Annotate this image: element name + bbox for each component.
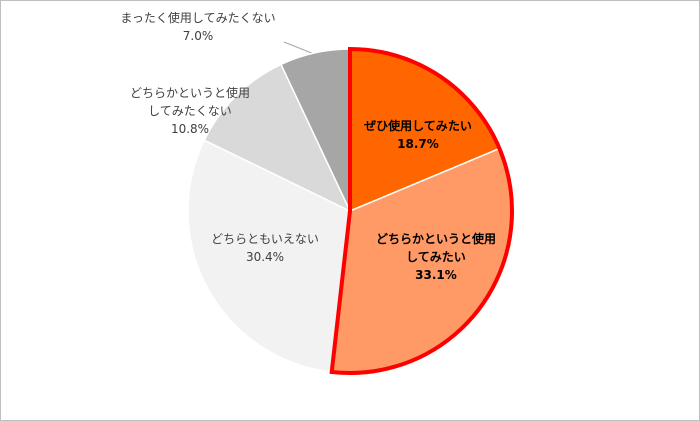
- value-label: 7.0%: [183, 29, 214, 43]
- pie-slice: [203, 63, 352, 213]
- pie-slice: [187, 139, 351, 373]
- highlight-outline: [329, 46, 514, 375]
- leader-line: [283, 41, 315, 55]
- category-label: どちらかというと使用してみたい: [376, 231, 496, 264]
- value-label: 33.1%: [415, 268, 457, 282]
- category-label: どちらかというと使用してみたくない: [130, 85, 250, 118]
- value-label: 30.4%: [246, 250, 284, 264]
- category-label: ぜひ使用してみたい: [364, 118, 472, 133]
- category-label: まったく使用してみたくない: [120, 10, 275, 25]
- value-label: 10.8%: [171, 122, 209, 136]
- value-label: 18.7%: [397, 137, 439, 151]
- category-label: どちらともいえない: [211, 232, 319, 246]
